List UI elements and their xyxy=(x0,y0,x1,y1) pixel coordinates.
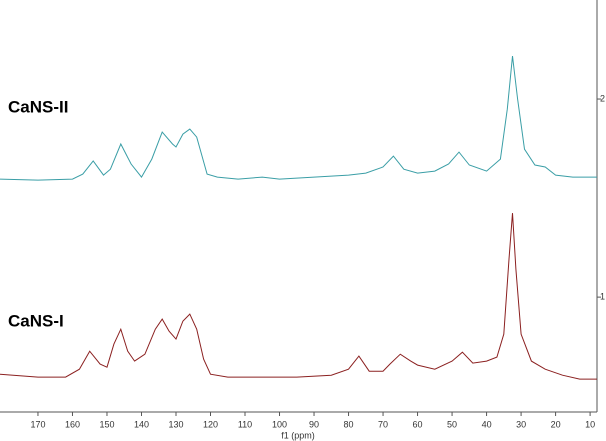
x-tick-label: 100 xyxy=(272,419,287,429)
x-tick-label: 30 xyxy=(516,419,526,429)
spectrum-line xyxy=(0,213,597,380)
y-tick-label: 2 xyxy=(600,93,605,103)
x-tick-label: 10 xyxy=(585,419,595,429)
x-tick-label: 20 xyxy=(551,419,561,429)
x-tick-label: 130 xyxy=(168,419,183,429)
x-axis-label: f1 (ppm) xyxy=(281,430,315,440)
spectrum-line xyxy=(0,56,597,181)
x-tick-label: 70 xyxy=(378,419,388,429)
x-tick-label: 90 xyxy=(309,419,319,429)
x-tick-label: 110 xyxy=(238,419,252,429)
x-tick-label: 140 xyxy=(134,419,149,429)
series-label: CaNS-I xyxy=(8,311,64,330)
x-tick-label: 40 xyxy=(482,419,492,429)
y-tick-label: 1 xyxy=(600,291,605,301)
x-tick-label: 160 xyxy=(65,419,80,429)
x-tick-label: 150 xyxy=(99,419,114,429)
x-tick-label: 120 xyxy=(203,419,218,429)
x-tick-label: 170 xyxy=(30,419,45,429)
series-label: CaNS-II xyxy=(8,97,68,116)
x-tick-label: 80 xyxy=(344,419,354,429)
x-tick-label: 60 xyxy=(413,419,423,429)
x-tick-label: 50 xyxy=(447,419,457,429)
